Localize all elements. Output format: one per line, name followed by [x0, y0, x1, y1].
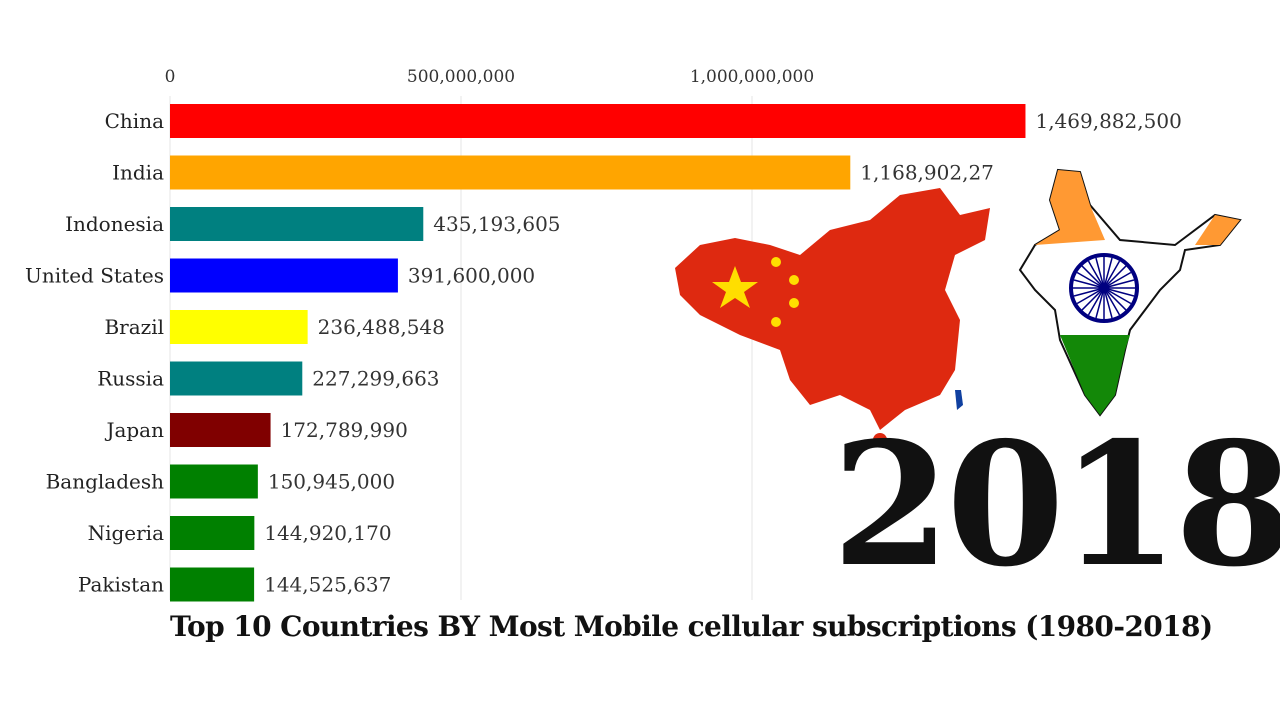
value-label: 150,945,000: [268, 470, 395, 494]
category-label: India: [112, 161, 164, 185]
value-label: 1,168,902,27: [860, 161, 994, 185]
value-label: 1,469,882,500: [1035, 109, 1181, 133]
category-label: Bangladesh: [46, 470, 165, 494]
x-tick-label: 500,000,000: [407, 67, 515, 87]
value-label: 172,789,990: [281, 418, 408, 442]
x-tick-label: 0: [165, 67, 176, 87]
bar-brazil: [170, 310, 308, 344]
bar-china: [170, 104, 1026, 138]
bar-japan: [170, 413, 271, 447]
category-label: China: [105, 109, 164, 133]
value-label: 144,920,170: [264, 521, 391, 545]
value-label: 227,299,663: [312, 367, 439, 391]
category-label: Pakistan: [78, 573, 164, 597]
bar-bangladesh: [170, 464, 258, 499]
china-map-icon: [675, 188, 990, 447]
bar-india: [170, 155, 851, 190]
x-tick-label: 1,000,000,000: [690, 67, 814, 87]
category-label: Nigeria: [88, 521, 164, 545]
year-label: 2018: [832, 405, 1280, 605]
category-label: Japan: [104, 418, 164, 442]
bar-nigeria: [170, 516, 255, 550]
bar-pakistan: [170, 567, 255, 602]
value-label: 435,193,605: [433, 212, 560, 236]
value-label: 236,488,548: [318, 315, 445, 339]
bar-russia: [170, 361, 303, 396]
bar-indonesia: [170, 207, 424, 241]
category-label: Brazil: [104, 315, 164, 339]
category-label: United States: [25, 264, 164, 288]
category-label: Russia: [97, 367, 164, 391]
chart-title: Top 10 Countries BY Most Mobile cellular…: [170, 610, 1213, 643]
india-map-icon: [1018, 168, 1242, 417]
category-label: Indonesia: [65, 212, 164, 236]
value-label: 391,600,000: [408, 264, 535, 288]
bar-united-states: [170, 258, 398, 293]
value-label: 144,525,637: [264, 573, 391, 597]
